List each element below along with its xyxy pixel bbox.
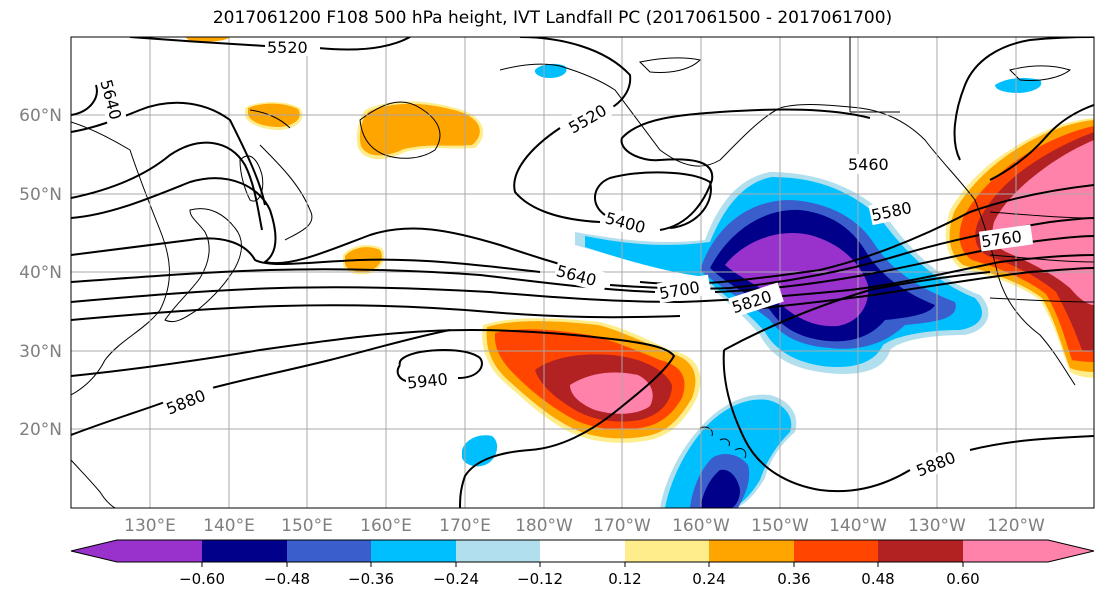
height-contours — [71, 37, 1094, 508]
colorbar-tick-label: 0.60 — [946, 570, 979, 588]
colorbar-segment — [371, 540, 456, 562]
colorbar-tick-label: −0.24 — [433, 570, 479, 588]
colorbar-outline — [70, 539, 1095, 563]
colorbar-segment — [202, 540, 287, 562]
contour-label: 5700 — [658, 277, 701, 303]
map-title: 2017061200 F108 500 hPa height, IVT Land… — [212, 8, 893, 28]
colorbar-tick-label: 0.48 — [861, 570, 894, 588]
lon-tick-label: 150°W — [751, 516, 809, 536]
contour-label: 5940 — [406, 369, 448, 392]
lon-tick-label: 180°W — [515, 516, 573, 536]
map-frame — [70, 36, 1095, 509]
lat-tick-label: 60°N — [19, 106, 62, 126]
lon-tick-label: 160°W — [672, 516, 730, 536]
colorbar-segment — [117, 540, 202, 562]
colorbar-segments — [117, 540, 1048, 562]
colorbar-tick-label: −0.48 — [264, 570, 310, 588]
colorbar-tick-label: 0.36 — [777, 570, 810, 588]
lon-tick-label: 130°W — [908, 516, 966, 536]
lat-tick-label: 30°N — [19, 342, 62, 362]
contour-label: 5400 — [603, 208, 647, 237]
lat-tick-label: 40°N — [19, 263, 62, 283]
lat-tick-labels: 20°N 30°N 40°N 50°N 60°N — [19, 106, 62, 440]
lon-tick-label: 130°E — [124, 516, 176, 536]
contour-label: 5880 — [163, 386, 208, 419]
colorbar-segment — [540, 540, 625, 562]
colorbar-segment — [963, 540, 1048, 562]
lon-tick-label: 150°E — [281, 516, 333, 536]
colorbar: −0.60 −0.48 −0.36 −0.24 −0.12 0.12 0.24 … — [70, 539, 1095, 588]
lon-tick-labels: 130°E 140°E 150°E 160°E 170°E 180°W 170°… — [124, 516, 1045, 536]
colorbar-segment — [794, 540, 878, 562]
colorbar-tick-label: 0.24 — [692, 570, 725, 588]
lat-tick-label: 20°N — [19, 420, 62, 440]
colorbar-segment — [456, 540, 540, 562]
lat-tick-label: 50°N — [19, 185, 62, 205]
colorbar-extend-high — [1048, 540, 1094, 562]
colorbar-tick-label: 0.12 — [608, 570, 641, 588]
colorbar-extend-low — [71, 540, 117, 562]
lon-tick-label: 140°W — [829, 516, 887, 536]
contour-label: 5580 — [870, 198, 914, 225]
lon-tick-label: 170°W — [593, 516, 651, 536]
lon-tick-label: 120°W — [987, 516, 1045, 536]
colorbar-segment — [709, 540, 794, 562]
lon-tick-label: 160°E — [360, 516, 412, 536]
colorbar-segment — [287, 540, 371, 562]
colorbar-ticks — [201, 562, 964, 567]
colorbar-segment — [878, 540, 963, 562]
contour-label: 5880 — [913, 448, 958, 481]
contour-label: 5460 — [848, 155, 889, 174]
lon-tick-label: 170°E — [439, 516, 491, 536]
contour-label: 5520 — [267, 38, 308, 57]
colorbar-tick-label: −0.60 — [179, 570, 225, 588]
colorbar-segment — [625, 540, 709, 562]
positive-region-core — [570, 372, 653, 414]
colorbar-tick-label: −0.12 — [517, 570, 563, 588]
colorbar-tick-label: −0.36 — [348, 570, 394, 588]
lon-tick-label: 140°E — [203, 516, 255, 536]
map-panel: 5520 5520 5640 5400 5460 5580 5640 5700 … — [71, 37, 1094, 508]
